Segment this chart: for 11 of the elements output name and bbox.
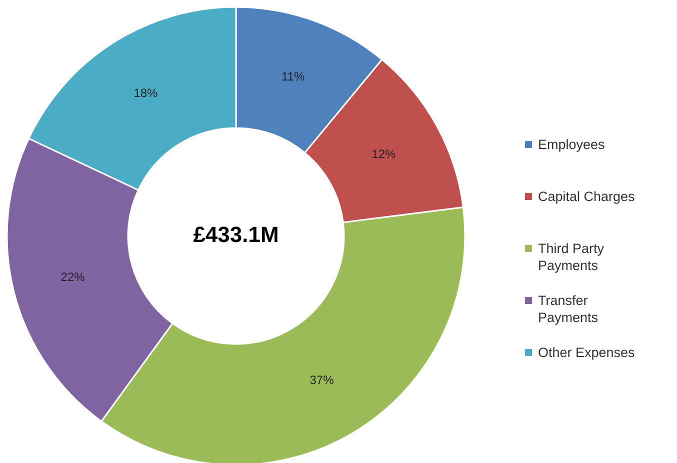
legend-label: Capital Charges [538,188,636,204]
data-label: 22% [60,270,86,284]
data-label: 11% [282,70,305,84]
text: £433.1M [193,222,279,247]
legend-label: Other Expenses [538,344,636,360]
legend-label: Transfer Payments [538,292,598,325]
data-label: 37% [310,373,334,388]
data-label: 18% [134,86,158,100]
legend-label: Third Party Payments [538,240,604,273]
data-label: 12% [372,146,396,161]
legend-label: Employees [538,136,606,152]
